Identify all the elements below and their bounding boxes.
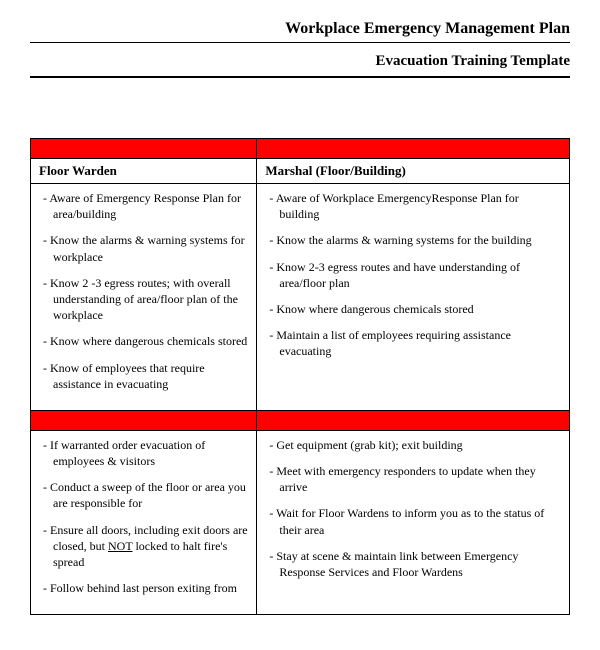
list-item: Know where dangerous chemicals stored	[279, 301, 561, 317]
list-item: Know 2 -3 egress routes; with overall un…	[53, 275, 248, 324]
document-subtitle: Evacuation Training Template	[30, 43, 570, 76]
list-item: Ensure all doors, including exit doors a…	[53, 522, 248, 571]
section1-row: Aware of Emergency Response Plan for are…	[31, 184, 570, 411]
section2-left-list: If warranted order evacuation of employe…	[39, 437, 248, 597]
section1-left-cell: Aware of Emergency Response Plan for are…	[31, 184, 257, 411]
list-item: Aware of Workplace EmergencyResponse Pla…	[279, 190, 561, 222]
section1-left-list: Aware of Emergency Response Plan for are…	[39, 190, 248, 392]
list-item: Wait for Floor Wardens to inform you as …	[279, 505, 561, 537]
section1-right-cell: Aware of Workplace EmergencyResponse Pla…	[257, 184, 570, 411]
list-item: Know 2-3 egress routes and have understa…	[279, 259, 561, 291]
list-item: Maintain a list of employees requiring a…	[279, 327, 561, 359]
section2-right-list: Get equipment (grab kit); exit building M…	[265, 437, 561, 580]
red-band-top	[31, 139, 570, 159]
document-title: Workplace Emergency Management Plan	[30, 20, 570, 42]
section1-right-list: Aware of Workplace EmergencyResponse Pla…	[265, 190, 561, 360]
spacer	[30, 78, 570, 138]
list-item: Know the alarms & warning systems for th…	[279, 232, 561, 248]
header-row: Floor Warden Marshal (Floor/Building)	[31, 159, 570, 184]
underline-emphasis: NOT	[108, 539, 132, 553]
col-header-left: Floor Warden	[31, 159, 257, 184]
list-item: If warranted order evacuation of employe…	[53, 437, 248, 469]
list-item: Aware of Emergency Response Plan for are…	[53, 190, 248, 222]
list-item: Stay at scene & maintain link between Em…	[279, 548, 561, 580]
list-item: Know the alarms & warning systems for wo…	[53, 232, 248, 264]
list-item: Meet with emergency responders to update…	[279, 463, 561, 495]
list-item: Know where dangerous chemicals stored	[53, 333, 248, 349]
list-item: Know of employees that require assistanc…	[53, 360, 248, 392]
list-item: Get equipment (grab kit); exit building	[279, 437, 561, 453]
section2-row: If warranted order evacuation of employe…	[31, 430, 570, 615]
list-item: Conduct a sweep of the floor or area you…	[53, 479, 248, 511]
list-item: Follow behind last person exiting from	[53, 580, 248, 596]
col-header-right: Marshal (Floor/Building)	[257, 159, 570, 184]
red-band-mid	[31, 410, 570, 430]
page: Workplace Emergency Management Plan Evac…	[0, 0, 600, 615]
section2-left-cell: If warranted order evacuation of employe…	[31, 430, 257, 615]
section2-right-cell: Get equipment (grab kit); exit building M…	[257, 430, 570, 615]
training-table: Floor Warden Marshal (Floor/Building) Aw…	[30, 138, 570, 615]
